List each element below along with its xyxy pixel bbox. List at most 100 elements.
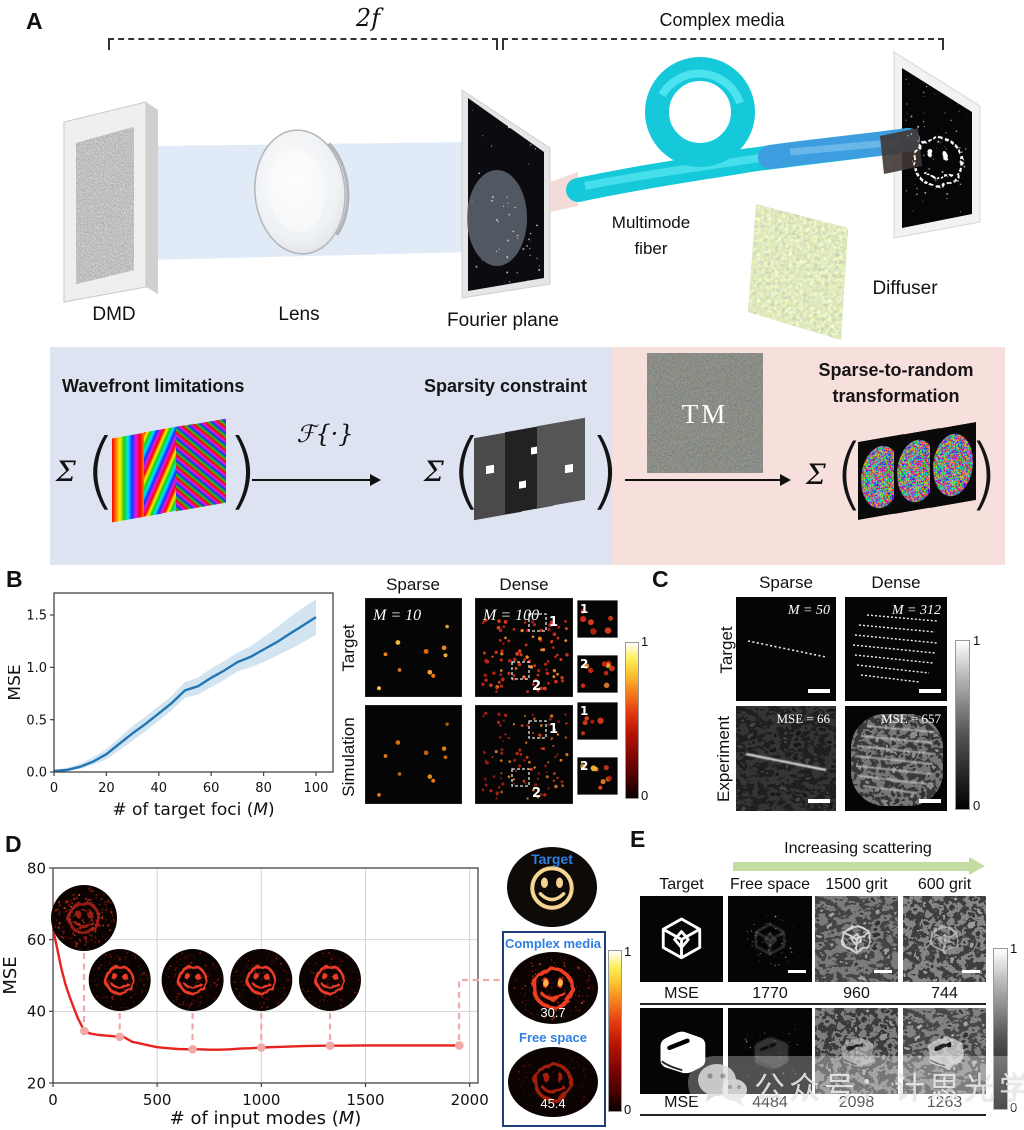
- arrow-tm-head: [780, 474, 791, 486]
- c-colorbar-min: 0: [973, 798, 981, 813]
- b-inset-1-label: 1: [580, 602, 588, 616]
- c-mse66-label: MSE = 66: [776, 711, 830, 726]
- b-row-target-label: Target: [339, 624, 358, 672]
- d-inset-speckle-5: [299, 949, 361, 1011]
- b-roi2-label-sim: 2: [532, 786, 541, 801]
- b-simulation-sparse-image: [365, 705, 462, 804]
- e-1500grit-cube-image: [815, 896, 898, 982]
- d-target-image: [507, 847, 597, 927]
- panel-d-label: D: [5, 831, 22, 857]
- d-complex-media-image: [508, 952, 598, 1024]
- svg-text:0.5: 0.5: [26, 713, 47, 728]
- e-colorbar-min: 0: [1010, 1100, 1018, 1115]
- b-inset-4: 2: [577, 757, 618, 795]
- e-600grit-book-image: [903, 1008, 986, 1094]
- watermark-text: 公众号：计思光学: [754, 1071, 1024, 1106]
- svg-text:20: 20: [27, 1074, 46, 1092]
- d-inset-speckle-1: [51, 885, 117, 951]
- e-freespace-cube-image: [728, 896, 812, 982]
- e-row2-mse-label: MSE: [664, 1094, 699, 1111]
- d-colorbar-min: 0: [624, 1102, 632, 1117]
- b-simulation-dense-image: 1 2: [475, 705, 573, 804]
- b-col-dense-header: Dense: [499, 575, 549, 594]
- e-target-cube-image: [640, 896, 723, 982]
- svg-text:1000: 1000: [242, 1091, 280, 1109]
- svg-text:# of target foci (M): # of target foci (M): [112, 800, 274, 820]
- c-col-sparse-header: Sparse: [759, 573, 813, 592]
- e-row2-value-600grit: 1263: [926, 1094, 963, 1111]
- sparse-frame-3: [537, 417, 585, 509]
- c-row-target-label: Target: [717, 626, 736, 674]
- b-m10-label: M = 10: [372, 607, 421, 624]
- multimode-fiber-label-line2: fiber: [634, 239, 668, 258]
- close-paren-3: ): [968, 429, 999, 519]
- c-colorbar: [955, 640, 970, 810]
- dmd-label: DMD: [92, 304, 136, 325]
- grating-pattern-3: [176, 418, 226, 512]
- d-colorbar-max: 1: [624, 944, 632, 959]
- e-600grit-cube-image: [903, 896, 986, 982]
- e-row1-mse-label: MSE: [664, 985, 699, 1002]
- svg-text:60: 60: [27, 931, 46, 949]
- e-row1-value-1500grit: 960: [843, 985, 870, 1002]
- b-inset-3: 1: [577, 702, 618, 740]
- svg-text:20: 20: [98, 781, 115, 796]
- e-col-1500grit-header: 1500 grit: [825, 876, 888, 893]
- panel-b-label: B: [6, 566, 23, 592]
- d-free-space-label: Free space: [519, 1030, 587, 1045]
- svg-text:0: 0: [48, 1091, 58, 1109]
- e-freespace-book-image: [728, 1008, 812, 1094]
- optical-setup-scene: [63, 51, 981, 340]
- wavefront-limitations-heading: Wavefront limitations: [62, 376, 245, 396]
- e-colorbar: [993, 948, 1008, 1110]
- dmd-device: [63, 101, 158, 303]
- b-target-dense-image: 1 2 M = 100: [475, 598, 573, 697]
- b-col-sparse-header: Sparse: [386, 575, 440, 594]
- sparse-to-random-heading-line2: transformation: [832, 386, 960, 406]
- bracket-complex-media-label: Complex media: [659, 10, 785, 30]
- transmission-matrix-image: TM: [647, 353, 763, 473]
- svg-text:100: 100: [304, 781, 329, 796]
- multimode-fiber-label-line1: Multimode: [611, 213, 691, 232]
- svg-text:# of input modes (M): # of input modes (M): [170, 1108, 362, 1129]
- speckle-stack-2: [894, 427, 940, 519]
- c-col-dense-header: Dense: [871, 573, 921, 592]
- svg-text:MSE: MSE: [8, 664, 25, 700]
- svg-text:80: 80: [27, 859, 46, 877]
- d-inset-speckle-3: [161, 949, 224, 1011]
- svg-text:1.0: 1.0: [26, 661, 47, 676]
- diffuser-shape: [748, 204, 848, 340]
- e-bottom-rule: [640, 1114, 986, 1116]
- svg-text:0.0: 0.0: [26, 766, 47, 781]
- wechat-icon: [698, 1064, 747, 1106]
- b-target-sparse-image: M = 10: [365, 598, 462, 697]
- lens-label: Lens: [278, 304, 320, 325]
- c-experiment-dense-image: MSE = 657: [845, 706, 947, 811]
- b-colorbar-min: 0: [641, 788, 649, 803]
- b-m100-label: M = 100: [482, 607, 539, 624]
- bracket-2f: [108, 38, 498, 50]
- svg-text:1.5: 1.5: [26, 609, 47, 624]
- e-row-divider: [640, 1003, 986, 1005]
- c-target-sparse-image: M = 50: [736, 597, 836, 701]
- e-colorbar-max: 1: [1010, 941, 1018, 956]
- close-paren-1: ): [226, 421, 259, 519]
- b-row-simulation-label: Simulation: [339, 717, 358, 797]
- sparsity-constraint-heading: Sparsity constraint: [424, 376, 588, 396]
- b-inset-4-label: 2: [580, 759, 588, 773]
- sigma-symbol-1: Σ: [56, 455, 76, 488]
- b-colorbar: [625, 642, 639, 799]
- diffuser-label: Diffuser: [872, 278, 938, 299]
- e-row1-value-600grit: 744: [931, 985, 958, 1002]
- sigma-symbol-3: Σ: [806, 458, 826, 491]
- svg-text:80: 80: [255, 781, 272, 796]
- sparse-to-random-heading-line1: Sparse-to-random: [818, 360, 974, 380]
- e-row2-value-freespace: 4484: [752, 1094, 788, 1111]
- e-1500grit-book-image: [815, 1008, 898, 1094]
- panel-e-label: E: [630, 826, 646, 852]
- e-scattering-arrow-head: [969, 857, 985, 875]
- b-inset-3-label: 1: [580, 704, 588, 718]
- b-colorbar-max: 1: [641, 634, 649, 649]
- tm-label: TM: [682, 399, 729, 429]
